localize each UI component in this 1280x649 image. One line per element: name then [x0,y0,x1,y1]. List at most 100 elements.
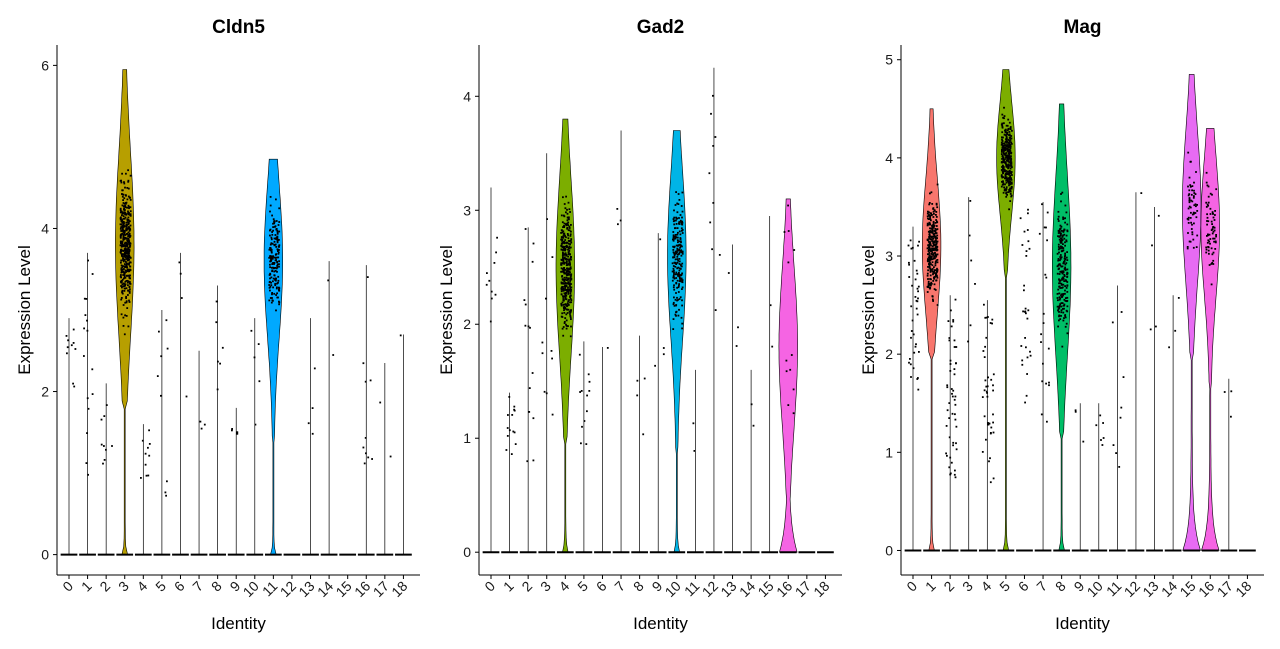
x-tick-label: 6 [1015,578,1032,595]
data-point [568,225,571,228]
data-point [278,230,281,233]
data-point [1188,197,1191,199]
y-tick-label: 4 [41,220,49,236]
data-point [1005,177,1008,180]
data-point [987,422,990,424]
data-point [1102,437,1105,439]
data-point [1065,234,1068,237]
data-point [550,350,553,352]
data-point [120,220,123,223]
data-point [934,257,936,260]
data-point [1008,171,1011,174]
data-point [125,252,128,254]
data-point [563,309,565,311]
data-point [1004,176,1007,178]
data-point [672,231,675,233]
data-point [946,384,949,387]
data-point [583,420,586,422]
data-point [269,204,272,207]
data-point [567,304,570,306]
data-point [1210,247,1213,250]
data-point [1205,251,1208,254]
data-point [562,295,564,298]
data-point [125,248,128,250]
data-point [121,193,123,195]
x-tick-label: 2 [518,578,535,595]
data-point [91,393,94,395]
data-point [532,459,535,462]
data-point [1005,156,1007,159]
data-point [128,258,131,261]
data-point [563,307,565,309]
data-point [124,276,127,279]
data-point [1004,158,1006,161]
data-point [1060,232,1062,235]
data-point [1186,247,1189,250]
data-point [122,249,124,252]
data-point [124,314,126,317]
data-point [672,249,675,251]
data-point [1001,151,1003,153]
data-point [1057,210,1060,213]
data-point [1074,409,1077,412]
data-point [105,404,108,406]
data-point [1058,251,1060,254]
data-point [671,279,674,282]
data-point [276,263,279,266]
data-point [1006,154,1008,157]
data-point [948,466,951,469]
data-point [83,355,85,357]
data-point [1188,189,1191,192]
data-point [128,229,131,232]
data-point [928,264,931,267]
data-point [677,253,680,256]
data-point [277,252,280,255]
data-point [126,243,129,245]
data-point [1058,292,1061,295]
data-point [1026,356,1029,359]
data-point [125,223,128,226]
data-point [125,201,128,204]
data-point [120,298,123,301]
data-point [271,297,273,299]
y-tick-label: 3 [885,248,893,264]
data-point [1066,268,1069,271]
data-point [1056,272,1059,275]
data-point [85,462,88,464]
data-point [568,242,570,245]
data-point [679,277,681,279]
data-point [934,253,937,256]
data-point [120,218,123,221]
data-point [1001,166,1003,168]
data-point [124,251,126,254]
data-point [1006,144,1009,147]
data-point [121,225,124,227]
data-point [120,261,122,264]
data-point [119,223,122,226]
data-point [1008,208,1010,211]
data-point [928,254,931,257]
data-point [121,278,124,281]
data-point [672,275,675,277]
data-point [562,304,565,306]
data-point [953,368,956,370]
data-point [1193,222,1195,225]
data-point [1059,270,1062,273]
data-point [1058,296,1061,299]
data-point [124,266,126,268]
data-point [563,280,566,282]
data-point [1007,178,1009,180]
data-point [119,240,122,243]
data-point [119,207,122,210]
data-point [532,417,535,420]
data-point [952,320,955,323]
data-point [125,172,127,175]
data-point [1187,194,1190,197]
data-point [569,266,572,269]
data-point [712,202,715,204]
data-point [929,212,932,214]
data-point [124,287,126,290]
data-point [1005,139,1008,141]
data-point [156,375,159,377]
data-point [677,193,680,195]
